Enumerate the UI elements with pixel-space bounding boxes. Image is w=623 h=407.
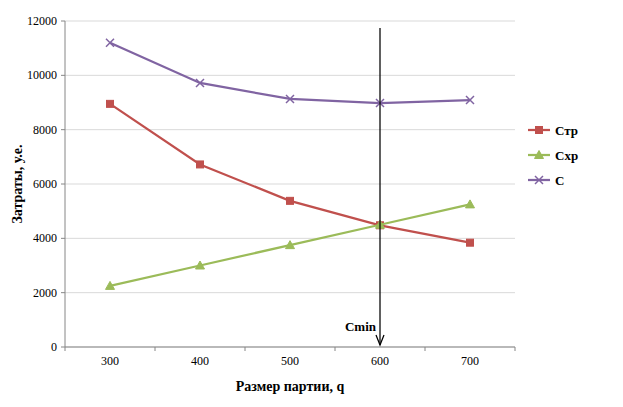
x-tick-label: 500	[281, 354, 299, 368]
grid-line	[65, 21, 515, 22]
x-tick-label: 300	[101, 354, 119, 368]
y-tick	[61, 292, 65, 293]
legend-item: Схр	[528, 148, 578, 163]
series-line	[110, 104, 470, 243]
series-marker	[287, 197, 294, 204]
x-tick	[425, 347, 426, 351]
legend-label: Схр	[555, 148, 578, 163]
grid-line	[65, 347, 515, 348]
x-tick-label: 700	[461, 354, 479, 368]
grid-line	[65, 184, 515, 185]
y-tick	[61, 238, 65, 239]
series-marker	[196, 261, 205, 269]
x-tick	[515, 347, 516, 351]
y-tick-label: 12000	[27, 14, 57, 28]
legend-item: Стр	[528, 123, 578, 138]
y-tick-label: 4000	[33, 231, 57, 245]
y-tick-label: 8000	[33, 123, 57, 137]
y-axis-title: Затраты, у.е.	[10, 144, 25, 223]
annotation-arrowhead	[376, 335, 384, 345]
y-tick-label: 2000	[33, 286, 57, 300]
chart: 0 2000 4000 6000 8000 10000 12000 300 400 500 600 7…	[0, 0, 623, 407]
x-tick	[155, 347, 156, 351]
legend-marker	[536, 127, 543, 134]
y-axis	[65, 21, 66, 347]
legend-marker	[535, 151, 544, 159]
x-tick	[245, 347, 246, 351]
chart-root: 0 2000 4000 6000 8000 10000 12000 300 400 500 600 7…	[0, 0, 623, 407]
legend-marker	[535, 176, 543, 184]
series-marker	[197, 161, 204, 168]
annotation-arrow	[379, 28, 380, 345]
series-line	[110, 204, 470, 286]
series-marker	[106, 39, 114, 47]
y-tick	[61, 347, 65, 348]
grid-line	[65, 129, 515, 130]
series-marker	[196, 79, 204, 87]
grid-line	[65, 292, 515, 293]
series-marker	[106, 281, 115, 289]
y-tick	[61, 75, 65, 76]
y-tick-label: 10000	[27, 68, 57, 82]
y-tick	[61, 21, 65, 22]
plot-area	[106, 39, 475, 290]
x-axis	[65, 347, 515, 348]
series-marker	[286, 241, 295, 249]
annotation-text: Cmin	[345, 319, 377, 334]
y-tick	[61, 129, 65, 130]
grid-line	[65, 75, 515, 76]
legend-item: С	[528, 173, 564, 188]
series-marker	[466, 200, 475, 208]
legend-label: С	[555, 173, 564, 188]
y-tick-label: 0	[51, 340, 57, 354]
y-tick-label: 6000	[33, 177, 57, 191]
x-axis-title: Размер партии, q	[236, 379, 345, 394]
series-marker	[467, 239, 474, 246]
x-tick-label: 400	[191, 354, 209, 368]
series-marker	[466, 96, 474, 104]
y-tick	[61, 184, 65, 185]
series-line	[110, 43, 470, 103]
series-marker	[107, 100, 114, 107]
series-marker	[286, 95, 294, 103]
x-tick-label: 600	[371, 354, 389, 368]
background	[0, 0, 623, 407]
legend-label: Стр	[555, 123, 578, 138]
x-tick	[335, 347, 336, 351]
x-tick	[65, 347, 66, 351]
